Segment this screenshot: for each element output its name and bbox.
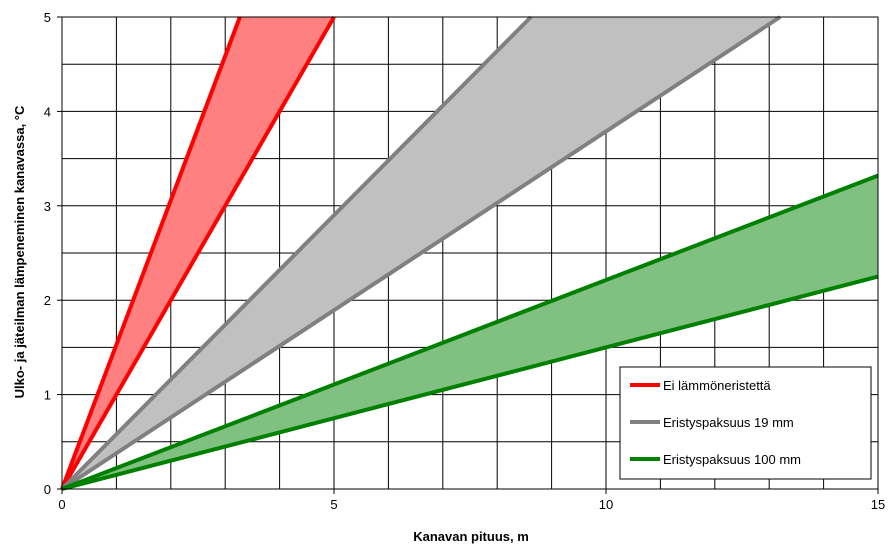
x-tick-label: 5 xyxy=(330,497,337,512)
series-line-lower xyxy=(60,16,336,490)
series-line-lower xyxy=(60,15,782,491)
series-line-upper xyxy=(60,16,242,490)
x-tick-label: 10 xyxy=(599,497,613,512)
plot-frame xyxy=(61,16,879,490)
series-line-upper xyxy=(61,173,879,491)
x-tick-label: 0 xyxy=(58,497,65,512)
plot-border xyxy=(61,16,879,490)
series-line-lower xyxy=(61,274,879,491)
y-tick-label: 1 xyxy=(44,388,51,403)
y-tick-label: 2 xyxy=(44,293,51,308)
legend: Ei lämmöneristettä Eristyspaksuus 19 mm Er… xyxy=(619,366,872,480)
series-line-upper xyxy=(60,15,533,491)
y-tick-label: 3 xyxy=(44,199,51,214)
x-axis-ticks: 0 5 10 15 xyxy=(58,489,885,512)
legend-box xyxy=(619,366,872,480)
y-tick-label: 5 xyxy=(44,10,51,25)
x-axis-title: Kanavan pituus, m xyxy=(413,529,529,544)
y-tick-label: 4 xyxy=(44,104,51,119)
series-bands xyxy=(60,15,879,491)
x-tick-label: 15 xyxy=(871,497,885,512)
legend-label: Eristyspaksuus 19 mm xyxy=(663,415,794,430)
y-axis-title: Ulko- ja jäteilman lämpeneminen kanavass… xyxy=(12,105,27,398)
legend-label: Ei lämmöneristettä xyxy=(663,378,771,393)
y-axis-ticks: 0 1 2 3 4 5 xyxy=(44,10,62,497)
y-tick-label: 0 xyxy=(44,482,51,497)
legend-label: Eristyspaksuus 100 mm xyxy=(663,452,801,467)
